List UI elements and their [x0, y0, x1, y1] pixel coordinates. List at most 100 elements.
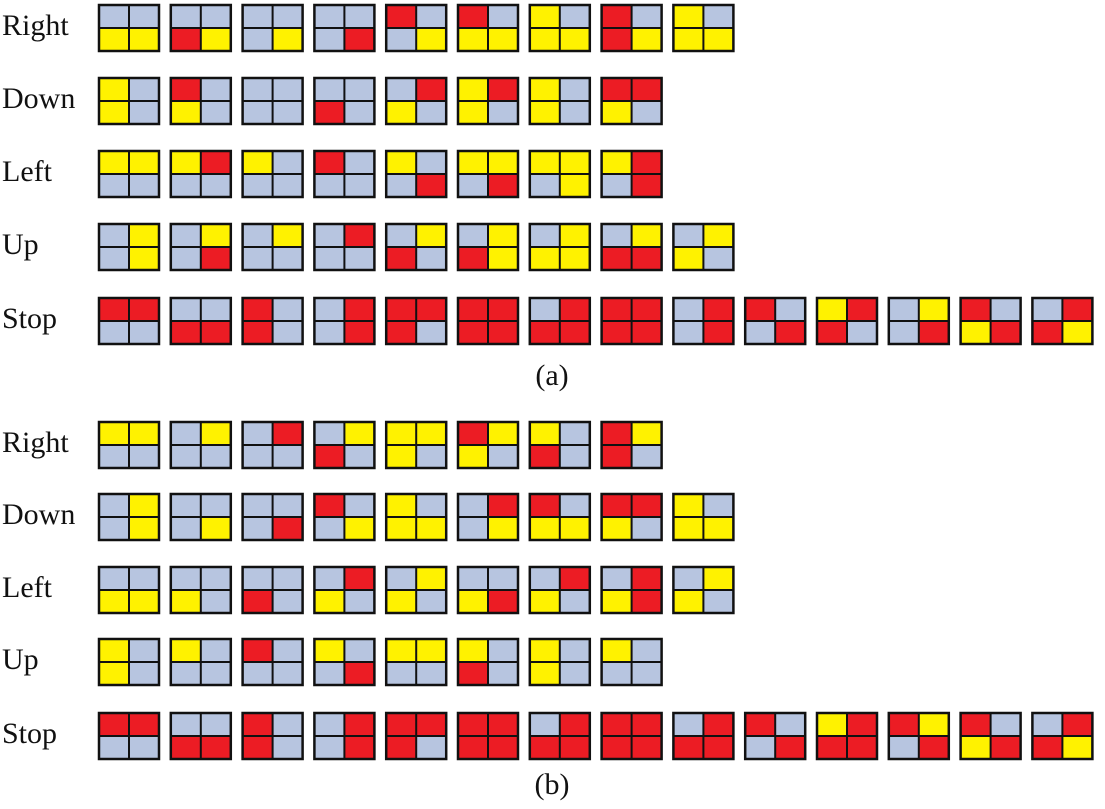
cell — [129, 101, 159, 124]
grid-cell-group — [672, 296, 735, 346]
cell — [99, 298, 129, 321]
cell — [559, 567, 590, 590]
cell — [488, 517, 518, 540]
cell — [1032, 298, 1063, 321]
cell — [458, 517, 488, 540]
cell — [170, 639, 201, 662]
cell — [458, 247, 488, 270]
caption: (a) — [535, 359, 568, 392]
cell — [703, 736, 734, 759]
grid-cell-group — [97, 3, 161, 53]
cell — [170, 298, 201, 321]
cell — [200, 151, 231, 174]
cell — [314, 736, 345, 759]
cell — [386, 298, 417, 321]
cell — [488, 494, 518, 517]
grid-cell-group — [672, 3, 735, 53]
cell — [416, 662, 447, 685]
grid-cell-group — [1031, 296, 1094, 346]
cell — [559, 298, 590, 321]
grid-cell-group — [528, 296, 592, 346]
cell — [601, 78, 632, 101]
cell — [386, 517, 417, 540]
cell — [242, 101, 273, 124]
cell — [673, 590, 704, 613]
cell — [129, 321, 159, 344]
cell — [314, 321, 345, 344]
row-label: Down — [2, 82, 75, 115]
cell — [99, 494, 129, 517]
cell — [488, 662, 518, 685]
cell — [242, 590, 273, 613]
cell — [488, 445, 518, 468]
cell — [129, 247, 159, 270]
cell — [1062, 321, 1093, 344]
cell — [529, 151, 560, 174]
cell — [673, 298, 704, 321]
cell — [416, 78, 447, 101]
cell — [314, 639, 345, 662]
cell — [129, 494, 159, 517]
cell — [416, 101, 447, 124]
cell — [559, 736, 590, 759]
grid-cell-group — [169, 637, 233, 687]
cell — [272, 224, 303, 247]
cell — [631, 590, 662, 613]
cell — [703, 494, 734, 517]
cell — [314, 298, 345, 321]
grid-cell-group — [97, 565, 161, 615]
cell — [488, 101, 518, 124]
cell — [242, 445, 273, 468]
cell — [344, 174, 375, 197]
grid-cell-group — [97, 149, 161, 199]
cell — [272, 78, 303, 101]
row-label: Right — [2, 426, 69, 459]
cell — [458, 151, 488, 174]
cell — [99, 736, 129, 759]
grid-cell-group — [384, 76, 448, 126]
cell — [272, 101, 303, 124]
grid-cell-group — [600, 711, 663, 761]
cell — [242, 247, 273, 270]
cell — [918, 298, 949, 321]
cell — [559, 590, 590, 613]
cell — [129, 639, 159, 662]
cell — [170, 224, 201, 247]
cell — [488, 298, 518, 321]
cell — [344, 78, 375, 101]
cell — [529, 713, 560, 736]
cell — [458, 445, 488, 468]
cell — [458, 736, 488, 759]
cell — [314, 28, 345, 51]
cell — [314, 445, 345, 468]
cell — [601, 174, 632, 197]
cell — [529, 590, 560, 613]
grid-cell-group — [456, 565, 520, 615]
cell — [488, 713, 518, 736]
cell — [416, 298, 447, 321]
cell — [631, 28, 662, 51]
cell — [242, 298, 273, 321]
cell — [631, 101, 662, 124]
grid-cell-group — [528, 76, 592, 126]
cell — [129, 5, 159, 28]
grid-cell-group — [169, 420, 233, 470]
cell — [529, 422, 560, 445]
cell — [344, 151, 375, 174]
cell — [990, 713, 1021, 736]
cell — [631, 445, 662, 468]
cell — [631, 422, 662, 445]
grid-cell-group — [887, 711, 951, 761]
cell — [559, 151, 590, 174]
cell — [817, 736, 847, 759]
cell — [386, 78, 417, 101]
cell — [529, 298, 560, 321]
cell — [99, 590, 129, 613]
cell — [99, 445, 129, 468]
grid-cell-group — [384, 149, 448, 199]
cell — [458, 174, 488, 197]
cell — [272, 567, 303, 590]
cell — [170, 422, 201, 445]
cell — [314, 567, 345, 590]
grid-cell-group — [313, 492, 376, 542]
